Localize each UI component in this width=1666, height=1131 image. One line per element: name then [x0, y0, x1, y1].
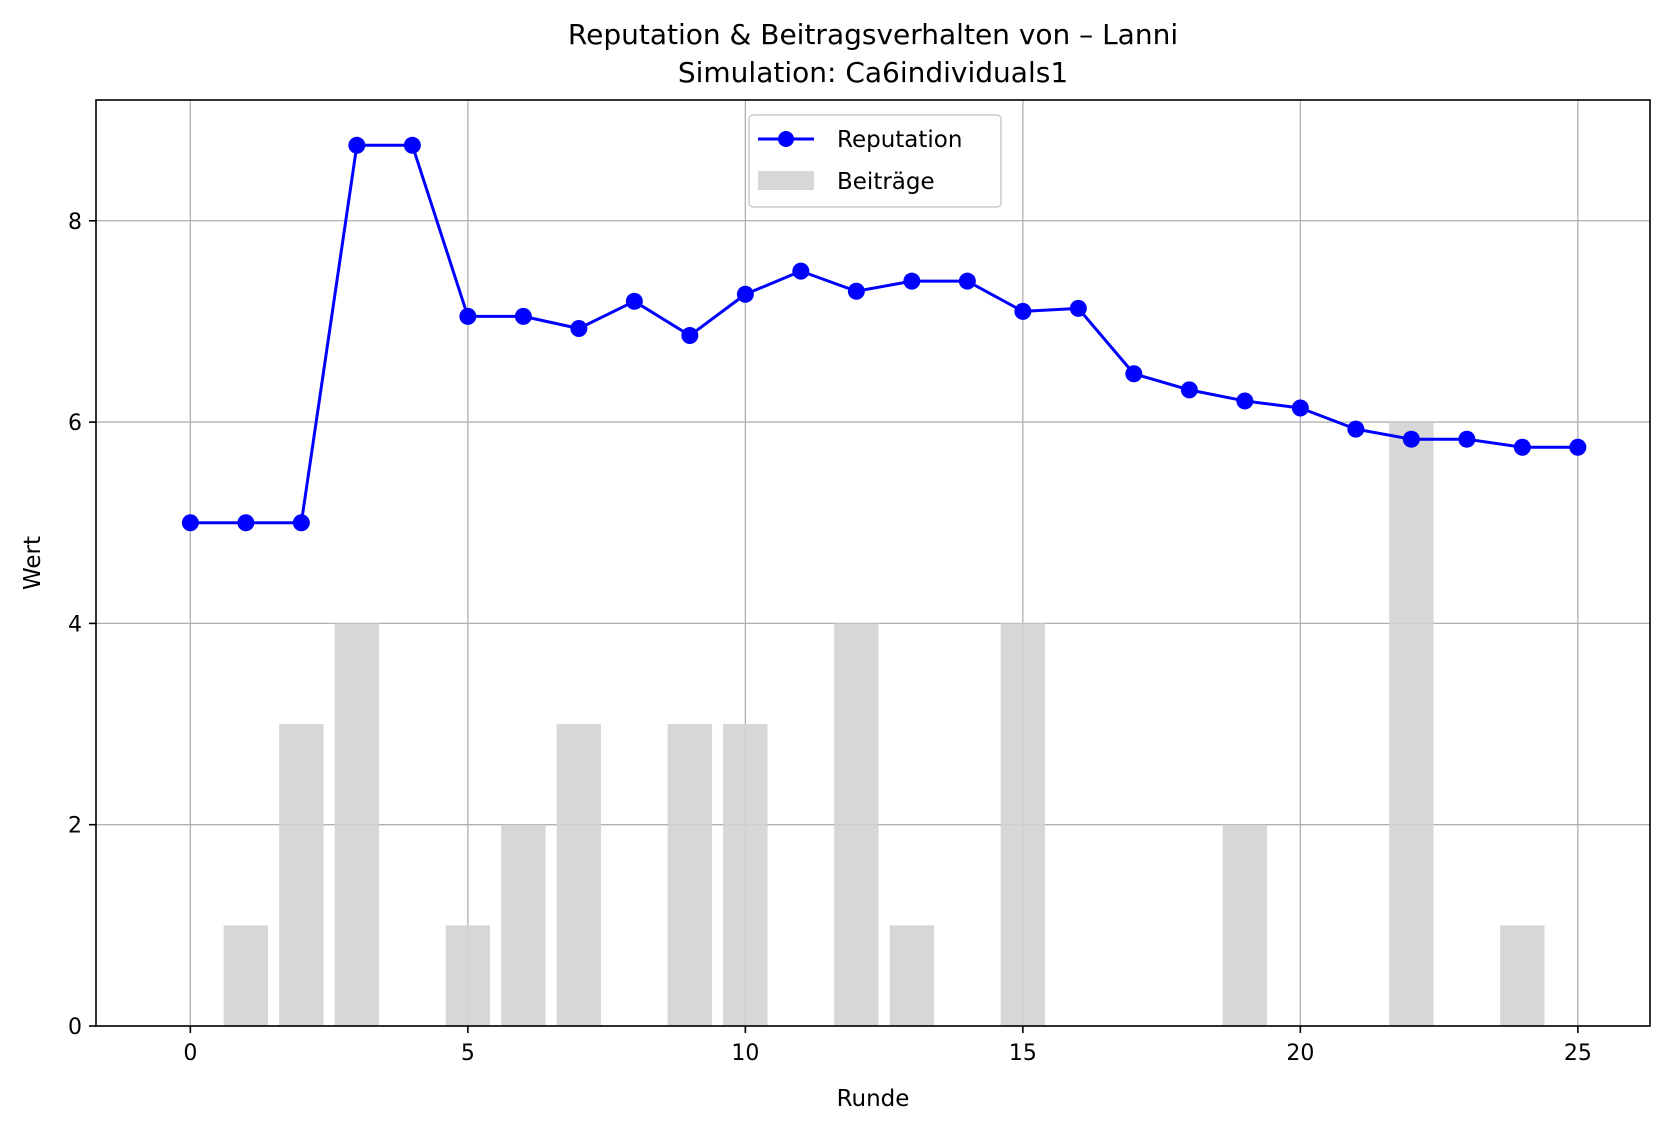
reputation-point — [1402, 430, 1420, 448]
reputation-point — [792, 262, 810, 280]
reputation-point — [1236, 392, 1254, 410]
reputation-point — [847, 282, 865, 300]
reputation-point — [348, 136, 366, 154]
x-tick-label: 20 — [1286, 1041, 1314, 1066]
reputation-point — [1569, 438, 1587, 456]
reputation-point — [1347, 420, 1365, 438]
reputation-point — [681, 327, 699, 345]
reputation-point — [570, 319, 588, 337]
chart-title: Reputation & Beitragsverhalten von – Lan… — [568, 18, 1178, 51]
bar — [1000, 623, 1046, 1026]
reputation-point — [1069, 299, 1087, 317]
reputation-point — [1014, 302, 1032, 320]
bar — [556, 724, 602, 1026]
bar — [1389, 422, 1434, 1027]
y-axis-label: Wert — [20, 536, 46, 590]
legend-label-beitraege: Beiträge — [837, 169, 935, 195]
reputation-point — [237, 514, 255, 532]
bar — [667, 724, 713, 1026]
bars-series — [223, 422, 1545, 1027]
y-axis-ticks: 0 2 4 6 8 — [68, 210, 96, 1040]
y-tick-label: 2 — [68, 814, 82, 839]
legend-marker-swatch — [778, 131, 794, 147]
x-tick-label: 5 — [461, 1041, 475, 1066]
legend-bar-swatch — [758, 171, 814, 190]
reputation-point — [736, 285, 754, 303]
bar — [445, 925, 491, 1026]
x-tick-label: 15 — [1009, 1041, 1037, 1066]
line-series — [181, 136, 1587, 532]
reputation-line — [190, 143, 1578, 525]
reputation-point — [958, 272, 976, 290]
chart-subtitle: Simulation: Ca6individuals1 — [678, 56, 1068, 89]
reputation-point — [903, 272, 921, 290]
bar — [889, 925, 935, 1026]
y-tick-label: 4 — [68, 612, 82, 637]
reputation-point — [514, 307, 532, 325]
reputation-point — [1180, 381, 1198, 399]
x-tick-label: 0 — [183, 1041, 197, 1066]
bar — [279, 724, 324, 1026]
reputation-point — [1458, 430, 1476, 448]
bar — [1222, 824, 1268, 1026]
plot-frame — [95, 99, 1651, 1027]
reputation-point — [459, 307, 477, 325]
reputation-point — [403, 136, 421, 154]
reputation-point — [292, 514, 310, 532]
y-tick-label: 0 — [68, 1015, 82, 1040]
x-axis-ticks: 0 5 10 15 20 25 — [183, 1026, 1592, 1066]
x-axis-label: Runde — [837, 1086, 910, 1112]
x-tick-label: 10 — [731, 1041, 759, 1066]
reputation-point — [181, 514, 199, 532]
reputation-point — [1125, 365, 1143, 383]
bar — [1500, 925, 1545, 1026]
reputation-point — [1513, 438, 1531, 456]
bar — [834, 623, 879, 1026]
bar — [223, 925, 269, 1026]
reputation-point — [1291, 399, 1309, 417]
y-tick-label: 6 — [68, 411, 82, 436]
bar — [723, 724, 768, 1026]
y-tick-label: 8 — [68, 210, 82, 235]
legend-label-reputation: Reputation — [837, 127, 962, 153]
reputation-point — [625, 292, 643, 310]
bar — [501, 824, 546, 1026]
x-tick-label: 25 — [1564, 1041, 1592, 1066]
bar — [334, 623, 380, 1026]
legend: Reputation Beiträge — [748, 114, 1002, 208]
